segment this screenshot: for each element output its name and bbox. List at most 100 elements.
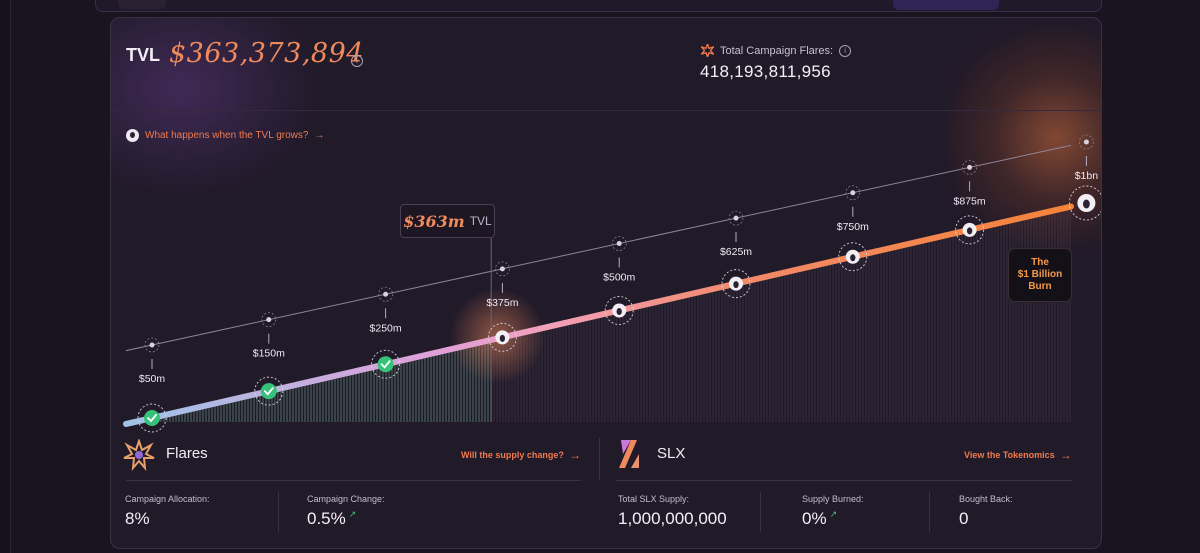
supply-burned-label: Supply Burned:	[802, 494, 864, 504]
drop-icon	[126, 129, 139, 142]
total-slx-supply-number: 1,000,000,000	[618, 509, 727, 528]
milestone-3[interactable]: $375m	[486, 261, 519, 352]
flares-supply-link-text: Will the supply change?	[461, 450, 564, 460]
trend-up-icon: ↗	[829, 509, 838, 519]
slx-logo-icon	[619, 440, 639, 468]
milestone-ring	[838, 242, 868, 272]
tvl-campaign-card: TVL $363,373,894 i Total Campaign Flares…	[110, 17, 1102, 549]
billion-burn-badge[interactable]: The $1 Billion Burn	[1008, 248, 1072, 302]
total-flares-value: 418,193,811,956	[700, 62, 831, 81]
flame-icon	[499, 334, 506, 342]
tvl-grows-link[interactable]: What happens when the TVL grows? →	[126, 129, 324, 142]
milestone-ring	[254, 376, 284, 406]
milestone-label: $875m	[954, 195, 986, 207]
milestone-4[interactable]: $500m	[603, 236, 636, 325]
top-pill	[118, 0, 166, 9]
tvl-value: $363,373,894	[169, 38, 364, 69]
top-action-button[interactable]	[893, 0, 999, 10]
flame-icon	[966, 227, 973, 235]
check-icon	[147, 414, 157, 423]
slx-tokenomics-link-text: View the Tokenomics	[964, 450, 1055, 460]
top-panel-edge	[95, 0, 1102, 12]
milestone-2[interactable]: $250m	[370, 286, 402, 379]
target-node-dot	[967, 164, 973, 170]
supply-burned-number: 0%	[802, 509, 827, 528]
flame-icon	[1082, 199, 1090, 209]
target-node-dot	[499, 266, 505, 272]
current-tvl-value: $363m	[403, 211, 465, 231]
target-node-dot	[266, 317, 272, 323]
flares-supply-link[interactable]: Will the supply change? →	[461, 448, 581, 462]
flame-icon	[616, 308, 622, 315]
milestone-label: $150m	[253, 348, 285, 360]
milestone-check-circle	[377, 356, 394, 373]
milestone-label: $250m	[370, 322, 402, 334]
milestone-label: $500m	[603, 272, 635, 284]
target-node-dot	[850, 190, 856, 196]
arrow-right-icon: →	[1059, 448, 1072, 462]
target-node-dot	[383, 291, 389, 297]
milestone-check-circle	[260, 383, 277, 400]
target-node-dot	[149, 342, 155, 348]
target-node-ring	[728, 210, 744, 226]
slx-tokenomics-link[interactable]: View the Tokenomics →	[964, 448, 1072, 462]
target-node-ring	[378, 286, 394, 302]
total-flares-label: Total Campaign Flares:	[720, 44, 834, 57]
slx-title: SLX	[657, 445, 686, 462]
arrow-right-icon: →	[314, 130, 325, 141]
tvl-progress-line	[123, 203, 1074, 427]
supply-burned-value: 0% ↗	[802, 509, 837, 529]
milestone-ring	[137, 403, 167, 433]
bought-back-number: 0	[959, 509, 969, 528]
milestone-8[interactable]: $1bn	[1068, 134, 1101, 221]
milestone-7[interactable]: $875m	[954, 159, 986, 245]
campaign-change-value: 0.5% ↗	[307, 509, 356, 529]
section-divider	[599, 438, 600, 480]
target-node-dot	[1083, 139, 1089, 145]
target-node-ring	[144, 337, 160, 353]
flares-title: Flares	[166, 445, 208, 462]
milestone-ring	[1068, 185, 1101, 221]
milestone-label: $750m	[837, 221, 869, 233]
campaign-change-label: Campaign Change:	[307, 494, 385, 504]
stat-separator	[929, 492, 930, 532]
campaign-change-number: 0.5%	[307, 509, 346, 528]
target-node-ring	[845, 185, 861, 201]
campaign-allocation-value: 8%	[125, 509, 150, 529]
milestone-ring	[955, 215, 985, 245]
burn-line-3: Burn	[1028, 281, 1052, 292]
left-rail	[0, 0, 11, 553]
target-node-ring	[494, 261, 510, 277]
milestone-6[interactable]: $750m	[837, 185, 869, 272]
flares-divider	[126, 480, 581, 481]
bought-back-label: Bought Back:	[959, 494, 1013, 504]
total-flares-info-icon[interactable]: i	[839, 44, 852, 57]
target-node-ring	[611, 236, 627, 251]
total-slx-supply-value: 1,000,000,000	[618, 509, 727, 529]
bought-back-value: 0	[959, 509, 968, 529]
milestone-label: $375m	[486, 297, 518, 309]
milestone-label: $50m	[139, 373, 166, 385]
flame-icon	[733, 281, 739, 289]
milestone-0[interactable]: $50m	[137, 337, 167, 433]
area-hatch	[127, 209, 1071, 427]
arrow-right-icon: →	[568, 448, 581, 462]
header-divider	[111, 110, 1101, 111]
milestone-label: $625m	[720, 246, 752, 258]
burn-line-2: $1 Billion	[1017, 269, 1063, 280]
tvl-grows-link-text: What happens when the TVL grows?	[145, 130, 309, 141]
target-node-ring	[261, 312, 277, 328]
flare-star-icon	[701, 44, 714, 57]
flame-icon	[850, 254, 856, 262]
current-tvl-unit: TVL	[469, 214, 492, 228]
milestone-5[interactable]: $625m	[720, 210, 752, 299]
milestone-label: $1bn	[1075, 170, 1099, 182]
target-node-ring	[962, 159, 977, 175]
target-node-dot	[733, 215, 739, 221]
tvl-info-icon[interactable]: i	[351, 55, 363, 67]
milestone-ring	[487, 322, 517, 352]
milestone-1[interactable]: $150m	[253, 312, 285, 406]
milestone-ring	[721, 269, 751, 299]
flares-logo-icon	[123, 439, 155, 471]
total-slx-supply-label: Total SLX Supply:	[618, 494, 690, 504]
